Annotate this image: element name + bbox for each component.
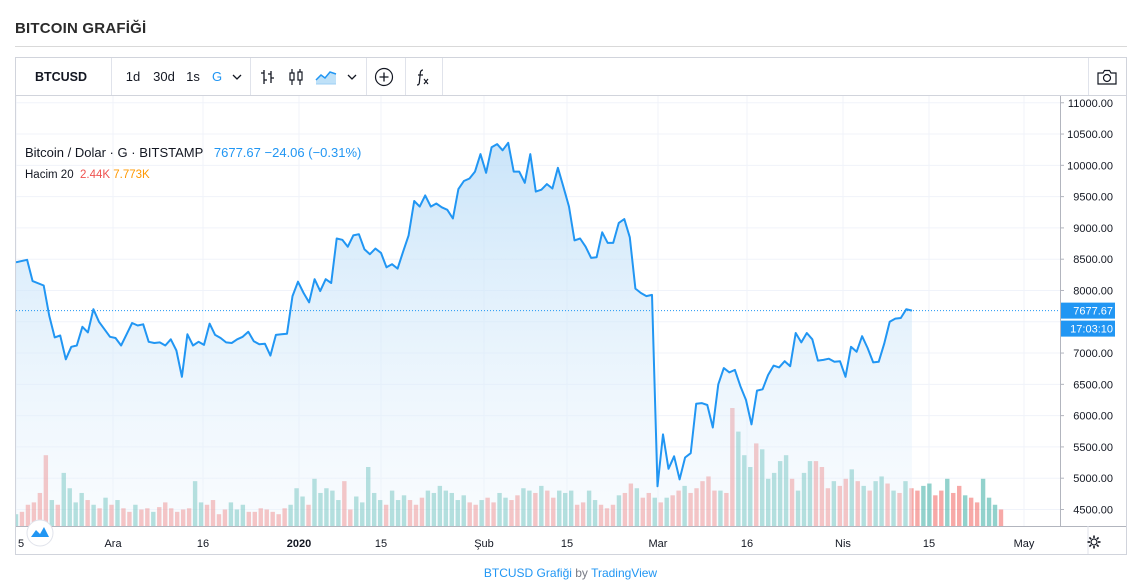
volume-bar xyxy=(957,485,962,526)
tradingview-link[interactable]: TradingView xyxy=(591,566,658,580)
volume-bar xyxy=(921,485,926,526)
price-tick-label: 5500.00 xyxy=(1073,442,1113,454)
chart-style-chevron-down-icon[interactable] xyxy=(344,58,360,95)
legend-sep: · xyxy=(131,145,136,160)
interval-g-button[interactable]: G xyxy=(211,69,223,84)
bar-chart-icon[interactable] xyxy=(256,58,280,95)
volume-bar xyxy=(939,490,944,526)
interval-30d-button[interactable]: 30d xyxy=(153,69,175,84)
volume-bar xyxy=(974,502,980,526)
legend-pair: Bitcoin / Dolar xyxy=(25,145,106,160)
symbol-search-button[interactable]: BTCUSD xyxy=(34,69,88,84)
time-tick-label: 15 xyxy=(561,538,573,550)
interval-1s-button[interactable]: 1s xyxy=(186,69,200,84)
legend-last-price: 7677.67 xyxy=(213,145,261,160)
legend-interval: G xyxy=(117,145,128,160)
volume-period: 20 xyxy=(60,169,74,181)
volume-label: Hacim xyxy=(25,169,58,181)
price-tick-label: 10500.00 xyxy=(1067,129,1113,141)
last-price-badge-label: 7677.67 xyxy=(1073,306,1113,318)
volume-bar xyxy=(945,478,950,526)
time-tick-label: 16 xyxy=(197,538,209,550)
toolbar-divider xyxy=(111,58,112,95)
price-tick-label: 8500.00 xyxy=(1073,254,1113,266)
price-line xyxy=(15,141,913,488)
time-tick-label: Mar xyxy=(649,538,668,550)
toolbar-divider xyxy=(405,58,406,95)
countdown-badge xyxy=(1061,320,1115,337)
volume-legend[interactable]: Hacim 20 2.44K 7.773K xyxy=(25,169,150,181)
last-price-badge xyxy=(1061,302,1115,319)
volume-value: 2.44K xyxy=(79,169,111,181)
time-tick-label: May xyxy=(1014,538,1035,550)
volume-bar xyxy=(968,497,974,526)
price-tick-label: 5000.00 xyxy=(1073,473,1113,485)
price-area xyxy=(15,141,1060,527)
attribution-by: by xyxy=(575,566,588,580)
chart-toolbar: BTCUSD 1d 30d 1s G xyxy=(16,58,1126,96)
time-tick-label: 16 xyxy=(741,538,753,550)
volume-bar xyxy=(927,483,932,526)
legend-exchange: BITSTAMP xyxy=(139,145,204,160)
price-tick-label: 10000.00 xyxy=(1067,160,1113,172)
time-tick-label: Nis xyxy=(835,538,851,550)
axis-labels: 11000.00 10500.00 10000.00 9500.00 9000.00 85… xyxy=(18,98,1115,550)
price-tick-label: 9500.00 xyxy=(1073,192,1113,204)
toolbar-divider xyxy=(250,58,251,95)
volume-bar xyxy=(915,490,920,526)
legend-change: −24.06 xyxy=(264,145,305,160)
area-chart-icon[interactable] xyxy=(313,58,339,95)
price-tick-label: 6000.00 xyxy=(1073,411,1113,423)
title-divider xyxy=(15,46,1127,47)
volume-bar xyxy=(933,495,938,526)
price-tick-label: 6500.00 xyxy=(1073,379,1113,391)
chart-link[interactable]: BTCUSD Grafiği xyxy=(483,566,572,580)
volume-bar xyxy=(986,497,992,526)
price-chart[interactable]: 11000.00 10500.00 10000.00 9500.00 9000.00 85… xyxy=(13,96,1126,554)
price-chart-canvas[interactable]: 11000.00 10500.00 10000.00 9500.00 9000.00 85… xyxy=(13,96,1126,554)
plus-circle-icon[interactable] xyxy=(369,58,399,95)
volume-bar xyxy=(951,492,956,526)
price-tick-label: 11000.00 xyxy=(1068,98,1113,110)
volume-ma-value: 7.773K xyxy=(113,169,150,181)
time-tick-label: Ara xyxy=(104,538,122,550)
time-tick-label: 2020 xyxy=(287,538,311,550)
price-area-fill xyxy=(16,142,912,527)
interval-1d-button[interactable]: 1d xyxy=(125,69,141,84)
price-tick-label: 8000.00 xyxy=(1073,285,1113,297)
camera-icon[interactable] xyxy=(1092,58,1122,95)
fx-icon[interactable] xyxy=(410,58,436,95)
legend-change-pct: (−0.31%) xyxy=(308,145,362,160)
page-title: BITCOIN GRAFİĞİ xyxy=(15,20,147,37)
tradingview-logo xyxy=(26,519,54,547)
countdown-badge-label: 17:03:10 xyxy=(1070,324,1113,336)
toolbar-divider xyxy=(442,58,443,95)
price-tick-label: 4500.00 xyxy=(1073,504,1113,516)
candlestick-icon[interactable] xyxy=(284,58,308,95)
legend-sep: · xyxy=(109,145,114,160)
volume-bar xyxy=(998,509,1004,526)
series-legend: Bitcoin / Dolar · G · BITSTAMP 7677.67 −… xyxy=(25,145,361,160)
attribution-footer: BTCUSD Grafiği by TradingView xyxy=(0,566,1141,580)
toolbar-divider xyxy=(366,58,367,95)
volume-bar xyxy=(962,495,968,526)
time-tick-label: 15 xyxy=(923,538,935,550)
axes xyxy=(16,96,1126,554)
time-tick-label: 15 xyxy=(375,538,387,550)
chart-widget: BTCUSD 1d 30d 1s G xyxy=(13,57,1127,555)
time-tick-label: 5 xyxy=(18,538,24,550)
price-tick-label: 9000.00 xyxy=(1073,223,1113,235)
price-tick-label: 7000.00 xyxy=(1073,348,1113,360)
time-tick-label: Şub xyxy=(474,538,494,550)
toolbar-divider xyxy=(1088,58,1089,95)
volume-bar xyxy=(992,504,998,526)
interval-dropdown-chevron-down-icon[interactable] xyxy=(229,58,245,95)
gear-icon[interactable] xyxy=(1087,535,1101,549)
volume-bar xyxy=(980,478,986,526)
